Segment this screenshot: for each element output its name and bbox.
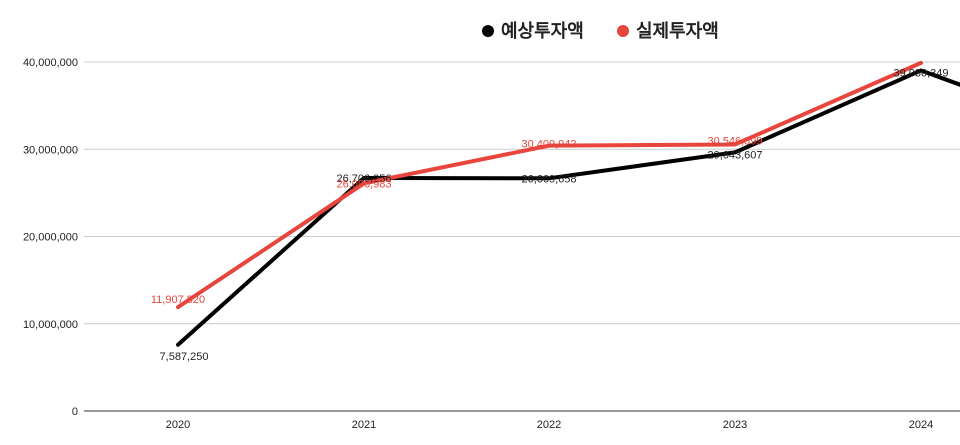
chart-legend: 예상투자액 실제투자액: [482, 21, 719, 42]
data-label-expected: 29,643,607: [707, 149, 762, 161]
x-tick-label: 2021: [352, 419, 376, 431]
x-tick-label: 2024: [909, 419, 933, 431]
y-tick-label: 30,000,000: [23, 144, 78, 156]
data-label-expected: 26,706,256: [336, 173, 391, 185]
y-tick-label: 10,000,000: [23, 319, 78, 331]
legend-label-expected: 예상투자액: [501, 21, 584, 42]
data-label-actual: 30,546,899: [707, 135, 762, 147]
legend-marker-expected: [482, 25, 494, 37]
data-label-expected: 39,030,349: [893, 67, 948, 79]
y-axis-ticks: 0 10,000,000 20,000,000 30,000,000 40,000,00…: [23, 57, 78, 418]
series-line-actual: [176, 60, 923, 310]
y-tick-label: 40,000,000: [23, 57, 78, 69]
data-label-actual: 30,409,942: [521, 139, 576, 151]
x-tick-label: 2023: [723, 419, 747, 431]
x-tick-label: 2022: [537, 419, 561, 431]
legend-marker-actual: [617, 25, 629, 37]
x-axis-ticks: 2020 2021 2022 2023 2024: [166, 419, 933, 431]
data-label-actual: 11,907,820: [151, 294, 205, 306]
legend-label-actual: 실제투자액: [636, 21, 719, 42]
x-tick-label: 2020: [166, 419, 190, 431]
series-line-expected: [176, 68, 960, 347]
series-lines: [176, 60, 960, 347]
data-label-actual: 26,096,983: [336, 178, 391, 190]
y-tick-label: 0: [72, 406, 78, 418]
data-label-expected: 26,669,658: [521, 173, 576, 185]
data-label-expected: 7,587,250: [160, 351, 209, 363]
grid-lines: [84, 61, 960, 412]
y-tick-label: 20,000,000: [23, 232, 78, 244]
data-labels: 7,587,250 26,706,256 26,669,658 29,643,607 3…: [151, 67, 949, 362]
